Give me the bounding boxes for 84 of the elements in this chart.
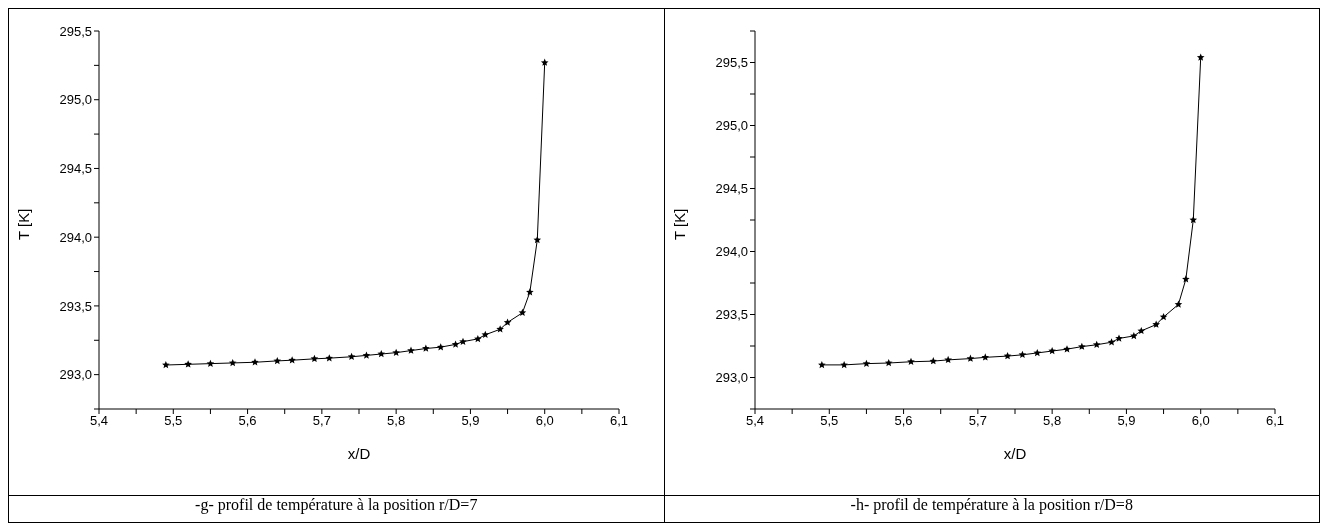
point xyxy=(184,360,192,368)
point xyxy=(1151,320,1160,328)
point xyxy=(436,343,445,351)
point xyxy=(1196,53,1205,61)
point xyxy=(481,330,490,339)
point xyxy=(1018,350,1026,359)
y-tick-label: 294,0 xyxy=(714,244,748,260)
x-tick-label: 5,8 xyxy=(1042,413,1061,429)
point xyxy=(1032,348,1041,357)
point xyxy=(1062,345,1071,353)
x-tick-label: 6,0 xyxy=(1191,413,1210,429)
point xyxy=(288,356,296,364)
y-tick-label: 295,0 xyxy=(59,92,92,108)
x-tick-label: 5,4 xyxy=(745,413,764,429)
point xyxy=(1174,300,1182,308)
point xyxy=(862,359,870,367)
point xyxy=(1181,275,1190,283)
point xyxy=(310,354,319,363)
point xyxy=(377,350,386,358)
x-tick-label: 5,5 xyxy=(164,413,183,429)
y-tick-label: 293,0 xyxy=(59,367,92,383)
point xyxy=(1136,326,1145,335)
point xyxy=(884,359,893,367)
x-tick-label: 6,0 xyxy=(535,413,554,429)
point xyxy=(162,361,170,369)
point xyxy=(518,308,527,317)
point xyxy=(943,355,952,364)
y-axis-title: T [K] xyxy=(15,208,33,240)
point xyxy=(459,337,467,345)
point xyxy=(928,357,937,365)
x-tick-label: 5,6 xyxy=(238,413,257,429)
y-tick-label: 295,5 xyxy=(714,55,748,71)
x-tick-label: 5,7 xyxy=(312,413,331,429)
point xyxy=(251,358,259,366)
point xyxy=(422,344,430,352)
point xyxy=(1129,331,1138,340)
point xyxy=(980,353,989,361)
point xyxy=(1092,340,1101,348)
x-tick-label: 5,5 xyxy=(819,413,838,429)
y-tick-label: 293,5 xyxy=(714,307,748,323)
x-tick-label: 5,8 xyxy=(387,413,406,429)
y-tick-label: 295,0 xyxy=(714,118,748,134)
point xyxy=(273,356,282,365)
y-axis-title: T [K] xyxy=(670,208,688,240)
point xyxy=(839,360,848,369)
point xyxy=(1107,338,1115,346)
point xyxy=(474,334,482,343)
x-tick-label: 5,9 xyxy=(461,413,480,429)
x-tick-label: 6,1 xyxy=(609,413,629,429)
y-tick-label: 295,5 xyxy=(59,23,92,39)
point xyxy=(817,360,826,369)
y-tick-label: 294,5 xyxy=(714,181,748,197)
point xyxy=(325,354,334,362)
point xyxy=(451,340,460,348)
point xyxy=(362,351,371,359)
y-tick-label: 293,0 xyxy=(714,370,748,386)
text: -h- profil de température à la position r/D=8 xyxy=(850,496,1133,513)
x-tick-label: 5,6 xyxy=(894,413,913,429)
point xyxy=(533,235,542,244)
point xyxy=(392,348,400,356)
point xyxy=(347,352,356,360)
point xyxy=(966,354,974,362)
point xyxy=(1047,347,1056,355)
x-tick-label: 5,4 xyxy=(89,413,109,429)
point xyxy=(1077,342,1086,350)
point xyxy=(1188,216,1197,224)
x-tick-label: 6,1 xyxy=(1265,413,1284,429)
point xyxy=(1003,352,1011,360)
point xyxy=(526,288,534,296)
y-tick-label: 294,5 xyxy=(59,161,92,177)
y-tick-label: 293,5 xyxy=(59,298,92,314)
point xyxy=(906,357,915,365)
point xyxy=(496,325,504,333)
x-axis-title: x/D xyxy=(347,445,371,462)
point xyxy=(206,359,215,367)
point xyxy=(1114,334,1123,342)
x-tick-label: 5,9 xyxy=(1116,413,1135,429)
x-axis-title: x/D xyxy=(1003,445,1026,462)
text: -g- profil de température à la position r/D=7 xyxy=(195,496,478,513)
point xyxy=(407,346,415,354)
point xyxy=(540,58,549,66)
y-tick-label: 294,0 xyxy=(59,229,92,245)
x-tick-label: 5,7 xyxy=(968,413,987,429)
point xyxy=(503,318,512,326)
